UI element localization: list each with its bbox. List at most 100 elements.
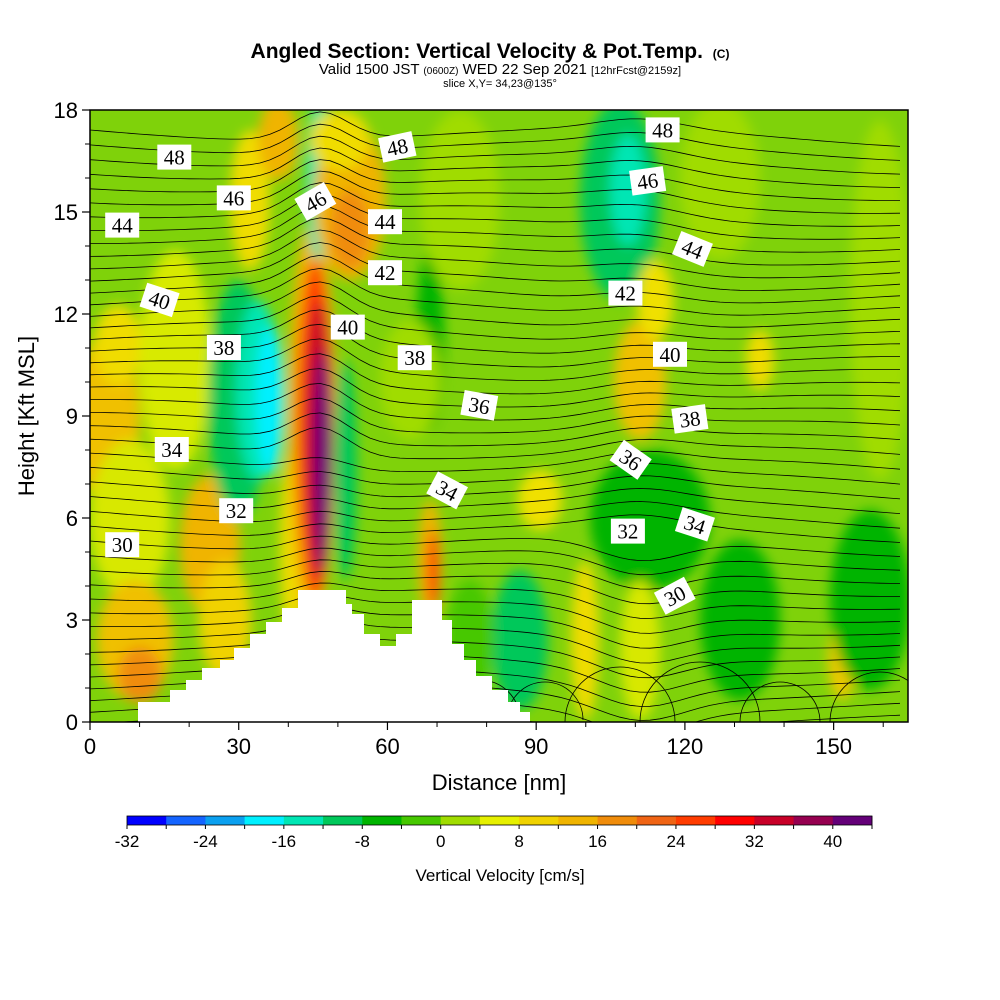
- svg-text:46: 46: [636, 168, 660, 195]
- chart-subtitle: Valid 1500 JST (0600Z) WED 22 Sep 2021 […: [319, 61, 681, 78]
- theta-contour-line: [90, 353, 901, 395]
- theta-contour-line: [90, 397, 901, 434]
- chart-subtitle-slice: slice X,Y= 34,23@135°: [443, 78, 557, 90]
- colorbar-tick-label: 32: [745, 832, 764, 851]
- colorbar-swatch: [362, 816, 402, 825]
- theta-contour-line: [90, 450, 901, 472]
- svg-text:40: 40: [660, 343, 681, 367]
- y-tick-label: 9: [66, 404, 78, 429]
- theta-contour-line: [90, 594, 901, 634]
- theta-contour-line: [639, 661, 761, 722]
- svg-text:48: 48: [385, 133, 411, 161]
- svg-text:40: 40: [337, 316, 358, 340]
- theta-contour-line: [90, 229, 901, 279]
- x-tick-label: 90: [524, 734, 548, 759]
- colorbar-swatch: [479, 816, 520, 825]
- colorbar-swatch: [832, 816, 873, 825]
- svg-text:38: 38: [213, 336, 234, 360]
- theta-contour-label: 44: [105, 212, 140, 238]
- theta-contour-line: [90, 412, 901, 447]
- chart-title: Angled Section: Vertical Velocity & Pot.…: [251, 40, 703, 63]
- colorbar: -32 -24 -16 -8 0 8 16 24 32 40: [115, 815, 873, 851]
- x-tick-label: 150: [815, 734, 852, 759]
- colorbar-tick-label: -8: [355, 832, 370, 851]
- svg-text:46: 46: [223, 186, 244, 210]
- theta-contour-label: 30: [105, 532, 140, 558]
- y-tick-label: 3: [66, 608, 78, 633]
- y-axis: 0 3 6 9 12 15 18: [54, 98, 90, 735]
- theta-contour-line: [90, 514, 901, 543]
- theta-contour-line: [90, 242, 901, 291]
- colorbar-tick-label: 8: [514, 832, 523, 851]
- svg-text:48: 48: [164, 146, 185, 170]
- colorbar-swatch: [793, 816, 834, 825]
- theta-contour-label: 40: [330, 314, 365, 340]
- theta-contour-line: [90, 135, 901, 175]
- colorbar-tick-label: -24: [193, 832, 218, 851]
- theta-contour-label: 42: [368, 260, 402, 286]
- svg-text:30: 30: [112, 533, 133, 557]
- svg-text:44: 44: [112, 214, 134, 238]
- chart-title-suffix: (C): [713, 47, 730, 61]
- colorbar-tick-label: 40: [823, 832, 842, 851]
- theta-contour-line: [90, 462, 901, 485]
- theta-contour-label: 36: [460, 390, 499, 421]
- theta-contour-line: [90, 254, 901, 304]
- theta-contour-line: [90, 338, 901, 381]
- svg-text:32: 32: [617, 520, 638, 544]
- theta-contour-line: [90, 535, 901, 562]
- svg-text:44: 44: [375, 210, 397, 234]
- colorbar-swatch: [166, 816, 206, 825]
- theta-contour-label: 48: [378, 131, 417, 163]
- theta-contour-label: 38: [671, 404, 709, 434]
- colorbar-label: Vertical Velocity [cm/s]: [415, 866, 584, 885]
- theta-contour-line: [90, 267, 901, 316]
- colorbar-tick-label: 16: [588, 832, 607, 851]
- theta-contour-label: 38: [206, 335, 241, 360]
- x-tick-label: 60: [375, 734, 399, 759]
- colorbar-swatch: [715, 816, 755, 825]
- theta-contour-label: 32: [219, 498, 254, 524]
- theta-contour-line: [90, 547, 901, 576]
- theta-contour-line: [90, 571, 900, 605]
- theta-contour-label: 34: [154, 437, 189, 462]
- theta-contour-line: [90, 641, 901, 693]
- svg-text:42: 42: [615, 282, 636, 306]
- theta-contour-label: 48: [645, 117, 680, 143]
- colorbar-tick-label: -16: [272, 832, 297, 851]
- svg-text:38: 38: [404, 346, 425, 370]
- theta-contour-line: [90, 193, 901, 240]
- theta-contour-line: [90, 182, 901, 227]
- x-axis-label: Distance [nm]: [432, 770, 567, 795]
- theta-contour-label: 42: [608, 280, 643, 306]
- svg-text:36: 36: [467, 392, 492, 419]
- theta-contour-line: [739, 681, 821, 722]
- theta-contour-line: [90, 123, 901, 161]
- y-tick-label: 15: [54, 200, 78, 225]
- colorbar-swatch: [636, 816, 677, 825]
- theta-contour-line: [90, 147, 901, 188]
- colorbar-swatch: [754, 816, 794, 825]
- colorbar-swatch: [519, 816, 559, 825]
- theta-contour-label: 44: [672, 230, 713, 267]
- theta-contour-line: [90, 475, 901, 500]
- theta-contour-line: [829, 671, 908, 722]
- theta-contour-line: [90, 205, 901, 253]
- colorbar-tick-label: 0: [436, 832, 445, 851]
- theta-contour-line: [90, 309, 901, 354]
- theta-contour-line: [90, 426, 901, 460]
- colorbar-tick-label: 24: [666, 832, 685, 851]
- colorbar-tick-label: -32: [115, 832, 140, 851]
- y-axis-label: Height [Kft MSL]: [14, 336, 39, 496]
- colorbar-swatch: [205, 816, 246, 825]
- colorbar-swatch: [283, 816, 324, 825]
- svg-text:32: 32: [226, 499, 247, 523]
- y-tick-label: 18: [54, 98, 78, 123]
- theta-contour-line: [90, 281, 901, 328]
- theta-contour-label: 44: [368, 209, 402, 235]
- theta-contour-line: [564, 666, 676, 722]
- theta-contour-line: [90, 382, 901, 421]
